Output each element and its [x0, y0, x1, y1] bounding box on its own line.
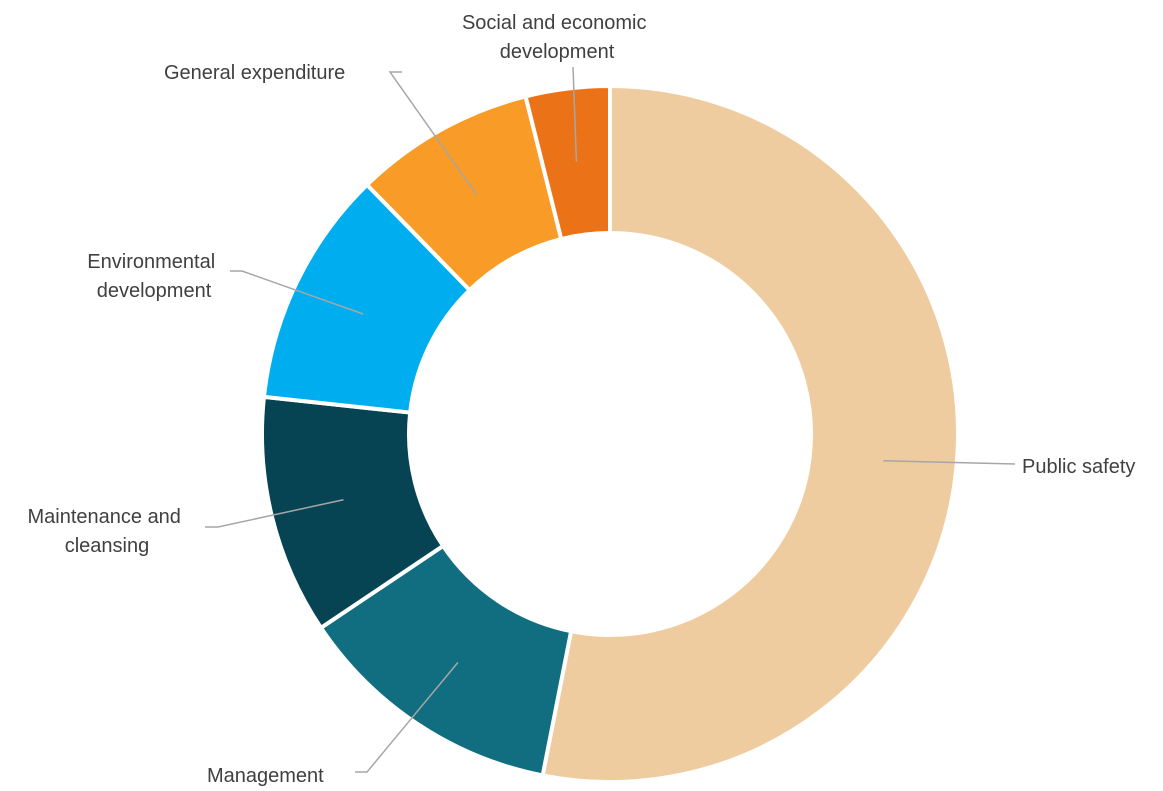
leader-public-safety	[883, 459, 1016, 465]
leader-environmental-development	[230, 270, 364, 315]
label-environmental-development: Environmental development	[87, 251, 220, 302]
label-environmental-line-1: Environmental	[87, 251, 215, 273]
slice-social-and-economic-development[interactable]	[523, 84, 612, 242]
label-management: Management	[207, 765, 324, 787]
label-social-line-1: Social and economic	[462, 12, 647, 34]
leader-management	[355, 661, 459, 773]
label-maintenance-line-1: Maintenance and	[27, 506, 180, 528]
label-social-and-economic-development: Social and economic development	[462, 12, 652, 63]
label-maintenance-line-2: cleansing	[65, 535, 150, 557]
leader-general-expenditure	[388, 71, 477, 195]
label-environmental-line-2: development	[97, 280, 212, 302]
leader-maintenance-and-cleansing	[205, 499, 344, 528]
slice-public-safety[interactable]	[540, 84, 960, 784]
leader-lines	[205, 66, 1016, 773]
label-social-line-2: development	[500, 41, 615, 63]
label-maintenance-and-cleansing: Maintenance and cleansing	[27, 506, 186, 557]
leader-social-and-economic-development	[572, 66, 578, 162]
label-general-expenditure: General expenditure	[164, 62, 345, 84]
donut-slices	[260, 84, 960, 784]
label-public-safety: Public safety	[1022, 456, 1135, 478]
